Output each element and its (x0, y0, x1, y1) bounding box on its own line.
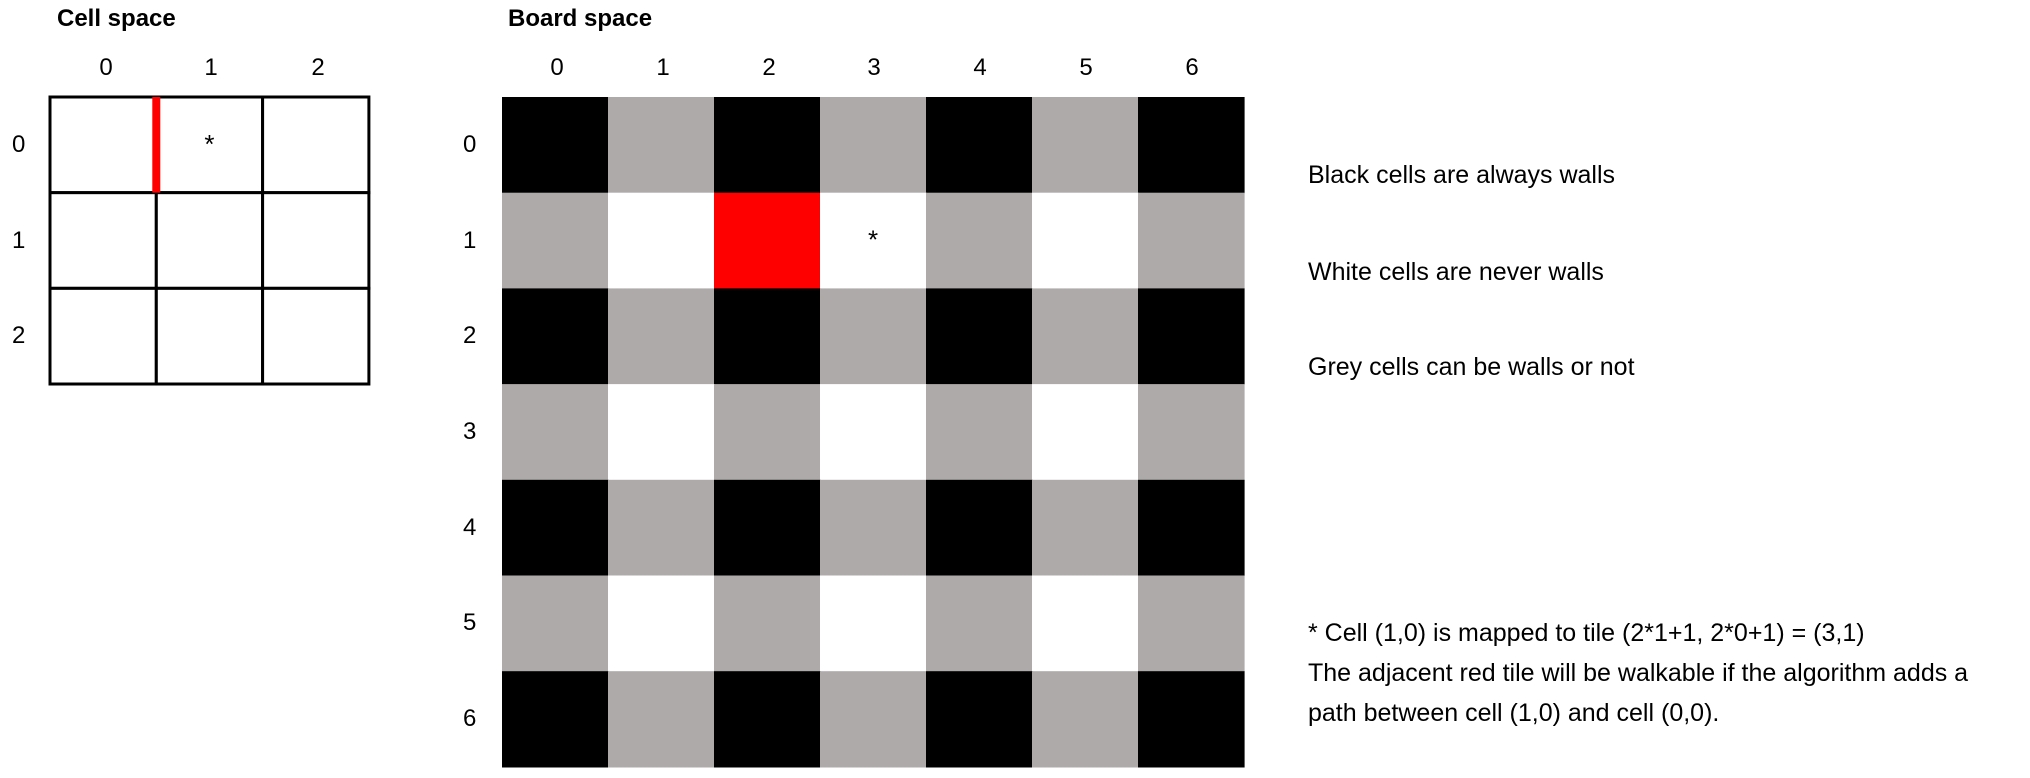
board-col-label-2: 2 (762, 54, 776, 81)
cell-1-2 (154, 286, 265, 386)
board-row-label-5: 5 (463, 609, 477, 636)
board-col-label-5: 5 (1079, 54, 1093, 81)
tile-5-5 (1032, 575, 1139, 672)
tile-3-4 (820, 479, 927, 577)
cell-0-2 (48, 286, 158, 386)
tile-2-5 (714, 575, 821, 672)
tile-5-3 (1032, 384, 1139, 481)
tile-4-0 (926, 97, 1033, 194)
tile-2-2 (714, 288, 821, 385)
tile-0-2 (502, 288, 609, 385)
tile-1-3 (608, 384, 715, 481)
cell-row-label-1: 1 (12, 227, 26, 254)
cell-row-label-2: 2 (12, 322, 26, 349)
tile-4-2 (926, 288, 1033, 385)
note-white-cells: White cells are never walls (1308, 258, 1604, 286)
board-col-label-1: 1 (656, 54, 670, 81)
tile-2-6 (714, 671, 821, 768)
board-col-label-0: 0 (550, 54, 564, 81)
tile-6-2 (1138, 288, 1245, 385)
cell-0-0 (48, 95, 158, 195)
tile-5-1 (1032, 192, 1139, 289)
cell-col-label-0: 0 (99, 54, 113, 81)
tile-2-0 (714, 97, 821, 194)
tile-1-5 (608, 575, 715, 672)
tile-0-1 (502, 192, 609, 289)
note-explain-line-2: path between cell (1,0) and cell (0,0). (1308, 699, 1720, 727)
note-mapping: * Cell (1,0) is mapped to tile (2*1+1, 2… (1308, 619, 1865, 647)
cell-space-title: Cell space (57, 5, 176, 32)
tile-5-4 (1032, 479, 1139, 577)
board-col-label-3: 3 (867, 54, 881, 81)
tile-5-2 (1032, 288, 1139, 385)
tile-2-4 (714, 479, 821, 577)
tile-3-3 (820, 384, 927, 481)
tile-0-5 (502, 575, 609, 672)
tile-2-3 (714, 384, 821, 481)
tile-6-3 (1138, 384, 1245, 481)
board-row-label-3: 3 (463, 418, 477, 445)
tile-3-0 (820, 97, 927, 194)
tile-4-1 (926, 192, 1033, 289)
cell-1-1 (154, 191, 265, 290)
tile-6-5 (1138, 575, 1245, 672)
board-row-label-0: 0 (463, 131, 477, 158)
tile-1-4 (608, 479, 715, 577)
board-space-title: Board space (508, 5, 653, 32)
tile-0-6 (502, 671, 609, 768)
tile-3-6 (820, 671, 927, 768)
board-row-label-1: 1 (463, 227, 477, 254)
tile-4-6 (926, 671, 1033, 768)
tile-6-4 (1138, 479, 1245, 577)
board-col-label-6: 6 (1185, 54, 1199, 81)
cell-col-label-2: 2 (311, 54, 325, 81)
tile-4-4 (926, 479, 1033, 577)
tile-5-0 (1032, 97, 1139, 194)
tile-1-1 (608, 192, 715, 289)
tile-0-3 (502, 384, 609, 481)
board-row-label-4: 4 (463, 514, 477, 541)
note-grey-cells: Grey cells can be walls or not (1308, 353, 1635, 381)
tile-3-2 (820, 288, 927, 385)
cell-col-label-1: 1 (204, 54, 218, 81)
cell-row-label-0: 0 (12, 131, 26, 158)
cell-0-1 (48, 191, 158, 290)
tile-1-2 (608, 288, 715, 385)
tile-4-5 (926, 575, 1033, 672)
tile-6-0 (1138, 97, 1245, 194)
tile-4-3 (926, 384, 1033, 481)
tile-0-4 (502, 479, 609, 577)
tile-6-1 (1138, 192, 1245, 289)
cell-2-2 (261, 286, 371, 386)
note-explain-line-1: The adjacent red tile will be walkable i… (1308, 659, 1969, 687)
tile-3-1 (820, 192, 927, 289)
tile-1-6 (608, 671, 715, 768)
tile-3-5 (820, 575, 927, 672)
board-col-label-4: 4 (973, 54, 987, 81)
cell-2-1 (261, 191, 371, 290)
board-row-label-2: 2 (463, 322, 477, 349)
board-row-label-6: 6 (463, 705, 477, 732)
note-black-cells: Black cells are always walls (1308, 161, 1616, 189)
cell-marker: * (204, 129, 214, 159)
tile-1-0 (608, 97, 715, 194)
cell-2-0 (261, 95, 371, 195)
tile-6-6 (1138, 671, 1245, 768)
tile-5-6 (1032, 671, 1139, 768)
tile-0-0 (502, 97, 609, 194)
tile-2-1 (714, 192, 821, 289)
tile-marker: * (868, 225, 878, 255)
